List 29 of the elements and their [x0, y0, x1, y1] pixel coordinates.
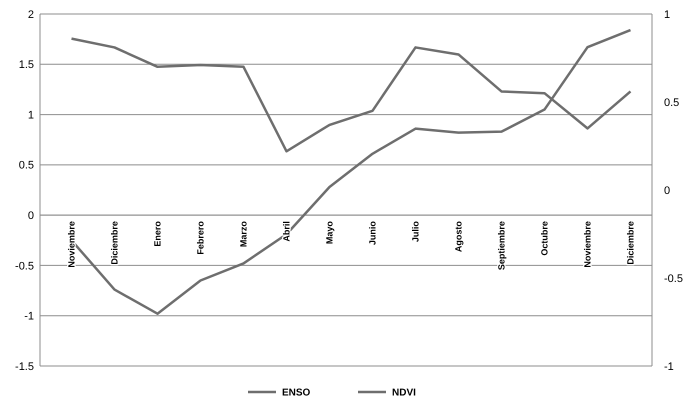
y-tick-label: 1 — [28, 109, 34, 122]
y-tick-label: 1.5 — [18, 59, 34, 72]
x-tick-label: Noviembre — [66, 221, 76, 268]
y-tick-label: 2 — [28, 8, 34, 21]
x-tick-label: Diciembre — [626, 221, 636, 265]
y2-tick-label: 0 — [664, 184, 670, 197]
x-tick-label: Febrero — [196, 220, 206, 255]
x-tick-label: Mayo — [324, 220, 334, 244]
y2-tick-label: -0.5 — [664, 272, 683, 285]
y2-tick-label: -1 — [664, 360, 674, 373]
x-tick-label: Enero — [152, 220, 162, 247]
x-tick-label: Diciembre — [110, 221, 120, 265]
y-tick-label: 0.5 — [18, 160, 34, 172]
x-tick-label: Noviembre — [582, 221, 592, 268]
x-tick-label: Octubre — [540, 221, 550, 256]
x-tick-label: Junio — [368, 220, 378, 246]
y2-tick-label: 0.5 — [664, 96, 680, 109]
legend-label: NDVI — [392, 388, 416, 398]
x-tick-label: Abril — [282, 221, 292, 242]
x-tick-label: Septiembre — [496, 221, 506, 270]
legend-label: ENSO — [282, 388, 311, 398]
y2-tick-label: 1 — [664, 8, 670, 21]
x-tick-label: Agosto — [454, 220, 464, 252]
y-tick-label: -1 — [24, 310, 34, 323]
y-tick-label: -1.5 — [15, 360, 34, 373]
x-tick-label: Marzo — [238, 220, 248, 248]
y-tick-label: -0.5 — [15, 260, 34, 272]
y-tick-label: 0 — [28, 210, 34, 222]
x-tick-label: Julio — [410, 220, 420, 242]
